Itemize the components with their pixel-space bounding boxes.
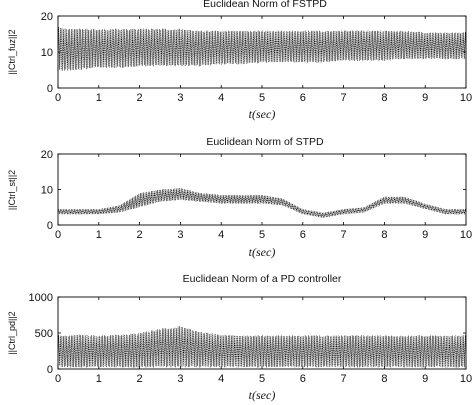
y-tick-label: 20 [41, 11, 53, 23]
x-tick-label: 3 [177, 92, 183, 104]
y-tick-label: 1000 [29, 292, 53, 304]
x-tick-label: 8 [381, 229, 387, 241]
x-tick-label: 0 [55, 373, 61, 385]
x-tick-label: 10 [460, 373, 472, 385]
y-tick-label: 20 [41, 149, 53, 161]
x-tick-label: 0 [55, 229, 61, 241]
x-tick-label: 3 [177, 373, 183, 385]
x-tick-label: 9 [422, 373, 428, 385]
y-tick-label: 10 [41, 185, 53, 197]
x-tick-label: 7 [341, 92, 347, 104]
y-tick-label: 500 [35, 328, 53, 340]
x-tick-label: 2 [137, 92, 143, 104]
x-tick-label: 1 [96, 229, 102, 241]
x-tick-label: 10 [460, 229, 472, 241]
x-tick-label: 6 [300, 92, 306, 104]
chart-title: Euclidean Norm of a PD controller [183, 273, 342, 285]
x-tick-label: 4 [218, 229, 224, 241]
plot-area: 0 1 2 3 4 5 6 7 8 9 10 0 10 20 [41, 149, 472, 241]
x-tick-label: 3 [177, 229, 183, 241]
series-line [57, 27, 467, 71]
x-tick-label: 9 [422, 229, 428, 241]
chart-panel-pd: Euclidean Norm of a PD controller 0 1 2 3 4 5… [7, 273, 472, 402]
x-tick-label: 8 [381, 92, 387, 104]
y-axis-label: ||Ctrl_st||2 [7, 170, 17, 210]
x-tick-label: 5 [259, 229, 265, 241]
y-axis-label: ||Ctrl_pd||2 [7, 311, 17, 354]
y-axis-label: ||Ctrl_fuz||2 [7, 29, 17, 74]
y-tick-label: 10 [41, 47, 53, 59]
y-tick-label: 0 [47, 364, 53, 376]
plot-area: 0 1 2 3 4 5 6 7 8 9 10 0 10 20 [41, 11, 472, 104]
x-tick-label: 8 [381, 373, 387, 385]
x-tick-label: 6 [300, 373, 306, 385]
x-tick-label: 2 [137, 229, 143, 241]
plot-frame [57, 153, 467, 226]
x-tick-label: 0 [55, 92, 61, 104]
x-axis-label: t(sec) [249, 245, 276, 259]
x-tick-label: 7 [341, 373, 347, 385]
x-tick-label: 7 [341, 229, 347, 241]
x-tick-label: 4 [218, 92, 224, 104]
series-line [57, 187, 467, 218]
x-axis-label: t(sec) [249, 388, 276, 402]
x-tick-label: 1 [96, 373, 102, 385]
series-line [57, 326, 467, 368]
x-tick-label: 9 [422, 92, 428, 104]
x-tick-label: 6 [300, 229, 306, 241]
x-tick-label: 1 [96, 92, 102, 104]
chart-title: Euclidean Norm of FSTPD [203, 0, 327, 10]
y-tick-label: 0 [47, 220, 53, 232]
chart-panel-stpd: Euclidean Norm of STPD 0 1 2 3 4 5 6 7 8 9 10 0 10 20… [7, 136, 472, 259]
x-tick-label: 5 [259, 92, 265, 104]
x-tick-label: 4 [218, 373, 224, 385]
y-tick-label: 0 [47, 83, 53, 95]
plot-area: 0 1 2 3 4 5 6 7 8 9 10 0 500 1000 [29, 292, 473, 385]
x-tick-label: 10 [460, 92, 472, 104]
x-axis-label: t(sec) [249, 107, 276, 121]
x-tick-label: 5 [259, 373, 265, 385]
x-tick-label: 2 [137, 373, 143, 385]
chart-title: Euclidean Norm of STPD [206, 136, 324, 148]
chart-panel-fstpd: Euclidean Norm of FSTPD 0 1 2 3 4 5 6 7 8 9 10 0 10 2… [7, 0, 472, 121]
